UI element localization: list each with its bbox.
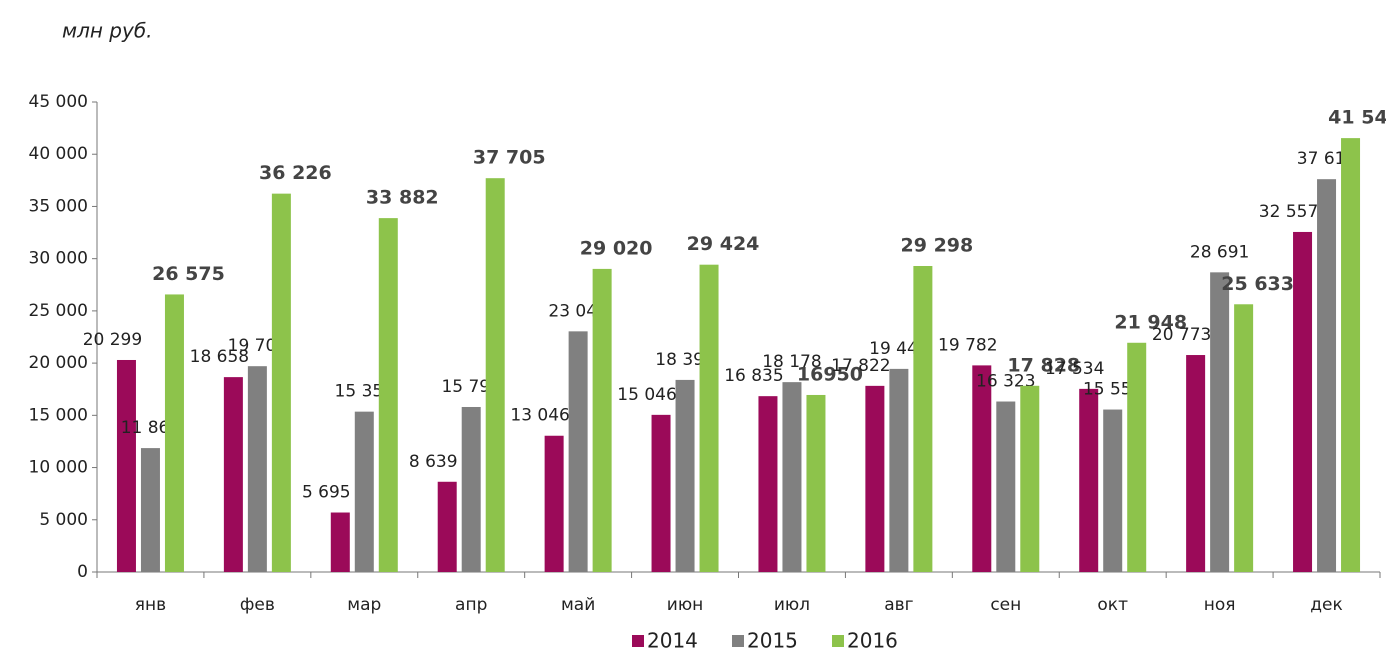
- bar: [972, 365, 992, 572]
- y-tick-label: 15 000: [29, 405, 88, 425]
- bar: [1210, 272, 1230, 572]
- data-label: 20 773: [1152, 325, 1211, 345]
- bar: [330, 512, 350, 572]
- bar: [116, 359, 136, 572]
- bar: [461, 406, 481, 572]
- data-label: 25 633: [1221, 273, 1294, 295]
- legend-label: 2014: [647, 629, 698, 653]
- x-tick-label: сен: [990, 595, 1021, 615]
- bar: [247, 366, 267, 572]
- bar: [1293, 231, 1313, 573]
- y-tick-label: 30 000: [29, 249, 88, 269]
- data-label: 18 658: [190, 347, 249, 367]
- x-tick-label: июл: [774, 595, 810, 615]
- bar: [782, 382, 802, 572]
- bar: [889, 368, 909, 572]
- data-label: 13 046: [510, 406, 569, 426]
- data-label: 41 542: [1328, 107, 1386, 129]
- bar: [865, 385, 885, 572]
- bar: [592, 268, 612, 572]
- legend-swatch: [632, 635, 644, 647]
- x-tick-label: апр: [455, 595, 487, 615]
- chart-subtitle: млн руб.: [62, 19, 153, 43]
- data-label: 29 298: [901, 234, 974, 256]
- bar: [1186, 355, 1206, 572]
- data-label: 5 695: [302, 483, 351, 503]
- bar: [996, 401, 1016, 572]
- data-label: 32 557: [1259, 202, 1318, 222]
- bar: [1020, 385, 1040, 572]
- bar: [223, 377, 243, 572]
- y-tick-label: 40 000: [29, 144, 88, 164]
- data-label: 16950: [797, 363, 863, 385]
- data-label: 18 178: [762, 352, 821, 372]
- y-tick-label: 5 000: [39, 510, 88, 530]
- data-label: 37 705: [473, 147, 546, 169]
- data-label: 36 226: [259, 162, 332, 184]
- bar: [271, 193, 291, 572]
- data-label: 28 691: [1190, 242, 1249, 262]
- x-tick-label: дек: [1310, 595, 1342, 615]
- bar: [485, 178, 505, 573]
- data-label: 20 299: [83, 330, 142, 350]
- data-label: 29 424: [687, 233, 760, 255]
- bar: [1317, 179, 1337, 572]
- y-tick-label: 10 000: [29, 458, 88, 478]
- data-label: 17 828: [1007, 354, 1080, 376]
- y-tick-label: 35 000: [29, 196, 88, 216]
- x-tick-label: ноя: [1204, 595, 1236, 615]
- x-tick-label: янв: [135, 595, 166, 615]
- data-label: 29 020: [580, 237, 653, 259]
- bar: [675, 379, 695, 572]
- bar: [140, 448, 160, 572]
- bar: [1341, 138, 1361, 572]
- bar: [437, 481, 457, 572]
- bar: [354, 411, 374, 572]
- legend-swatch: [732, 635, 744, 647]
- bar: [164, 294, 184, 572]
- bar: [913, 265, 933, 572]
- data-label: 17 534: [1045, 359, 1104, 379]
- x-tick-label: окт: [1097, 595, 1128, 615]
- legend-label: 2015: [747, 629, 798, 653]
- bar: [806, 394, 826, 572]
- x-tick-label: май: [561, 595, 595, 615]
- data-label: 21 948: [1114, 311, 1187, 333]
- bar: [1234, 304, 1254, 572]
- bar: [544, 435, 564, 572]
- bar: [1079, 388, 1099, 572]
- legend-swatch: [832, 635, 844, 647]
- x-tick-label: июн: [667, 595, 703, 615]
- y-tick-label: 20 000: [29, 353, 88, 373]
- x-tick-label: фев: [240, 595, 275, 615]
- bar: [1127, 342, 1147, 572]
- data-label: 16 835: [724, 366, 783, 386]
- data-label: 8 639: [409, 452, 458, 472]
- y-tick-label: 25 000: [29, 301, 88, 321]
- bar: [758, 396, 778, 572]
- data-label: 26 575: [152, 263, 225, 285]
- y-tick-label: 0: [77, 562, 88, 582]
- bar: [568, 331, 588, 572]
- x-tick-label: авг: [884, 595, 913, 615]
- legend-label: 2016: [847, 629, 898, 653]
- x-tick-label: мар: [347, 595, 381, 615]
- data-label: 19 782: [938, 335, 997, 355]
- bar: [651, 414, 671, 572]
- bar: [378, 218, 398, 572]
- bar: [1103, 409, 1123, 572]
- bar: [699, 264, 719, 572]
- data-label: 17 822: [831, 356, 890, 376]
- y-tick-label: 45 000: [29, 92, 88, 112]
- data-label: 15 046: [617, 385, 676, 405]
- data-label: 33 882: [366, 187, 439, 209]
